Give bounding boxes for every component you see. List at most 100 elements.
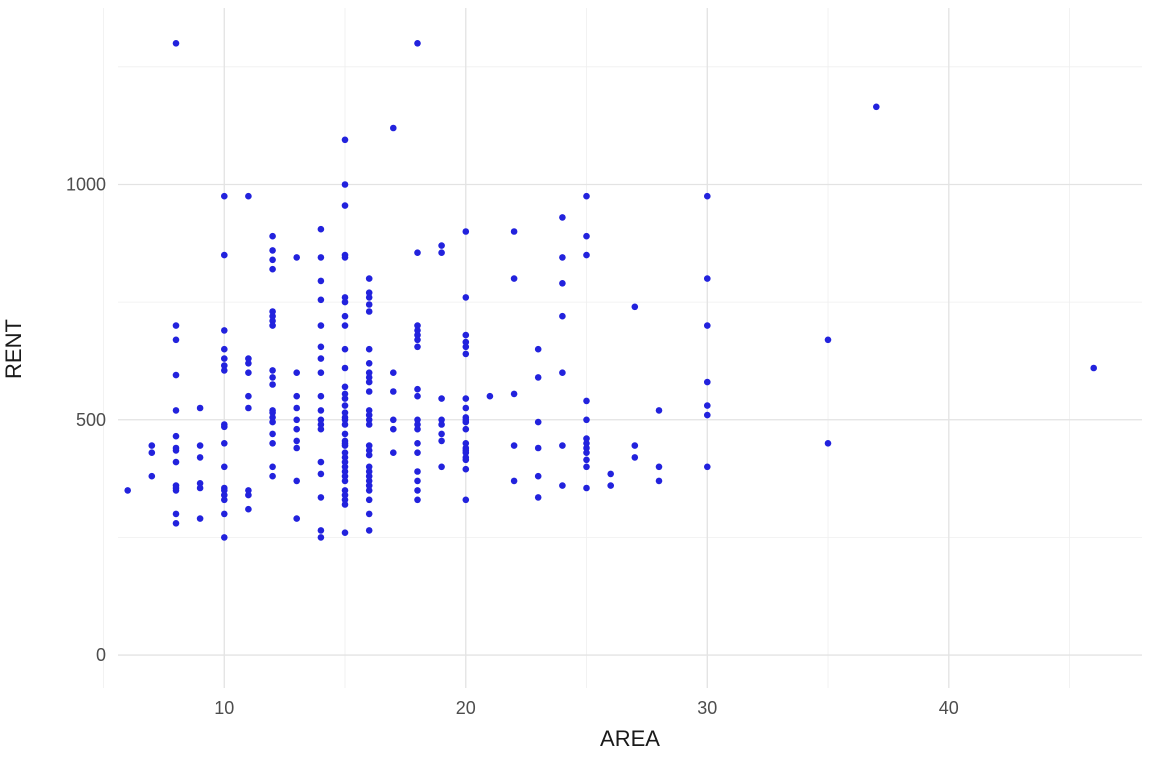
data-point [462,440,470,447]
data-point [1090,364,1097,372]
data-point [269,409,276,417]
data-point [172,458,180,466]
data-point [341,402,349,409]
data-point [221,345,228,353]
data-point [583,232,590,240]
data-point [317,494,325,501]
data-point [221,423,228,431]
data-point [365,360,373,367]
data-point [221,327,228,334]
data-point [414,468,421,475]
data-point [341,395,349,402]
data-point [221,491,228,499]
data-point [341,202,349,209]
data-point [245,505,252,513]
data-point [559,254,566,261]
data-point [414,449,421,457]
x-axis-title: AREA [600,726,660,751]
data-point [221,510,228,518]
data-point [245,192,252,200]
data-point [607,470,614,478]
data-point [534,444,542,452]
data-point [438,437,445,445]
data-point [269,317,276,325]
data-point [631,442,639,449]
data-point [365,447,373,454]
data-point [293,254,301,261]
data-point [172,336,180,344]
data-point [534,418,542,426]
data-point [462,228,470,235]
data-point [317,277,325,285]
data-point [365,487,373,494]
data-point [293,477,301,485]
data-point [873,103,880,111]
data-point [196,442,204,449]
data-point [559,369,566,377]
y-axis-tick-label: 1000 [66,174,106,194]
data-point [172,407,180,414]
data-point [196,454,204,461]
data-point [462,404,470,412]
data-point [365,388,373,395]
data-point [462,294,470,301]
data-point [414,425,421,433]
data-point [269,322,276,329]
data-point [172,447,180,454]
data-point [269,418,276,426]
data-point [269,265,276,273]
data-point [365,378,373,386]
data-point [365,477,373,485]
data-point [510,390,518,398]
data-point [365,527,373,534]
data-point [341,454,349,461]
data-point [486,392,494,400]
data-point [704,322,711,329]
data-point [390,124,397,132]
data-point [221,496,228,504]
data-point [631,303,639,311]
data-point [341,390,349,398]
data-point [269,430,276,438]
data-point [462,425,470,433]
data-point [269,232,276,240]
data-point [196,404,204,412]
data-point [317,322,325,329]
data-point [341,463,349,471]
data-point [414,343,421,351]
data-point [390,369,397,377]
data-point [269,414,276,421]
data-point [414,487,421,494]
data-point [583,449,590,457]
data-point [293,444,301,452]
data-point [583,397,590,405]
data-point [341,294,349,301]
data-point [583,435,590,442]
data-point [341,254,349,261]
data-point [341,421,349,428]
data-point [293,416,301,424]
data-point [172,40,180,47]
data-point [462,395,470,402]
data-point [317,527,325,534]
data-point [317,369,325,377]
data-point [365,411,373,419]
data-point [414,477,421,485]
data-point [341,472,349,480]
data-point [196,515,204,522]
data-point [221,355,228,362]
data-point [148,449,156,457]
data-point [414,440,421,447]
data-point [559,280,566,287]
data-point [148,442,156,449]
data-point [559,214,566,221]
data-point [341,458,349,466]
data-point [365,510,373,518]
data-point [438,242,445,249]
data-point [172,432,180,440]
data-point [365,472,373,480]
data-point [414,385,421,393]
data-point [341,364,349,372]
data-point [414,496,421,504]
data-point [365,451,373,459]
